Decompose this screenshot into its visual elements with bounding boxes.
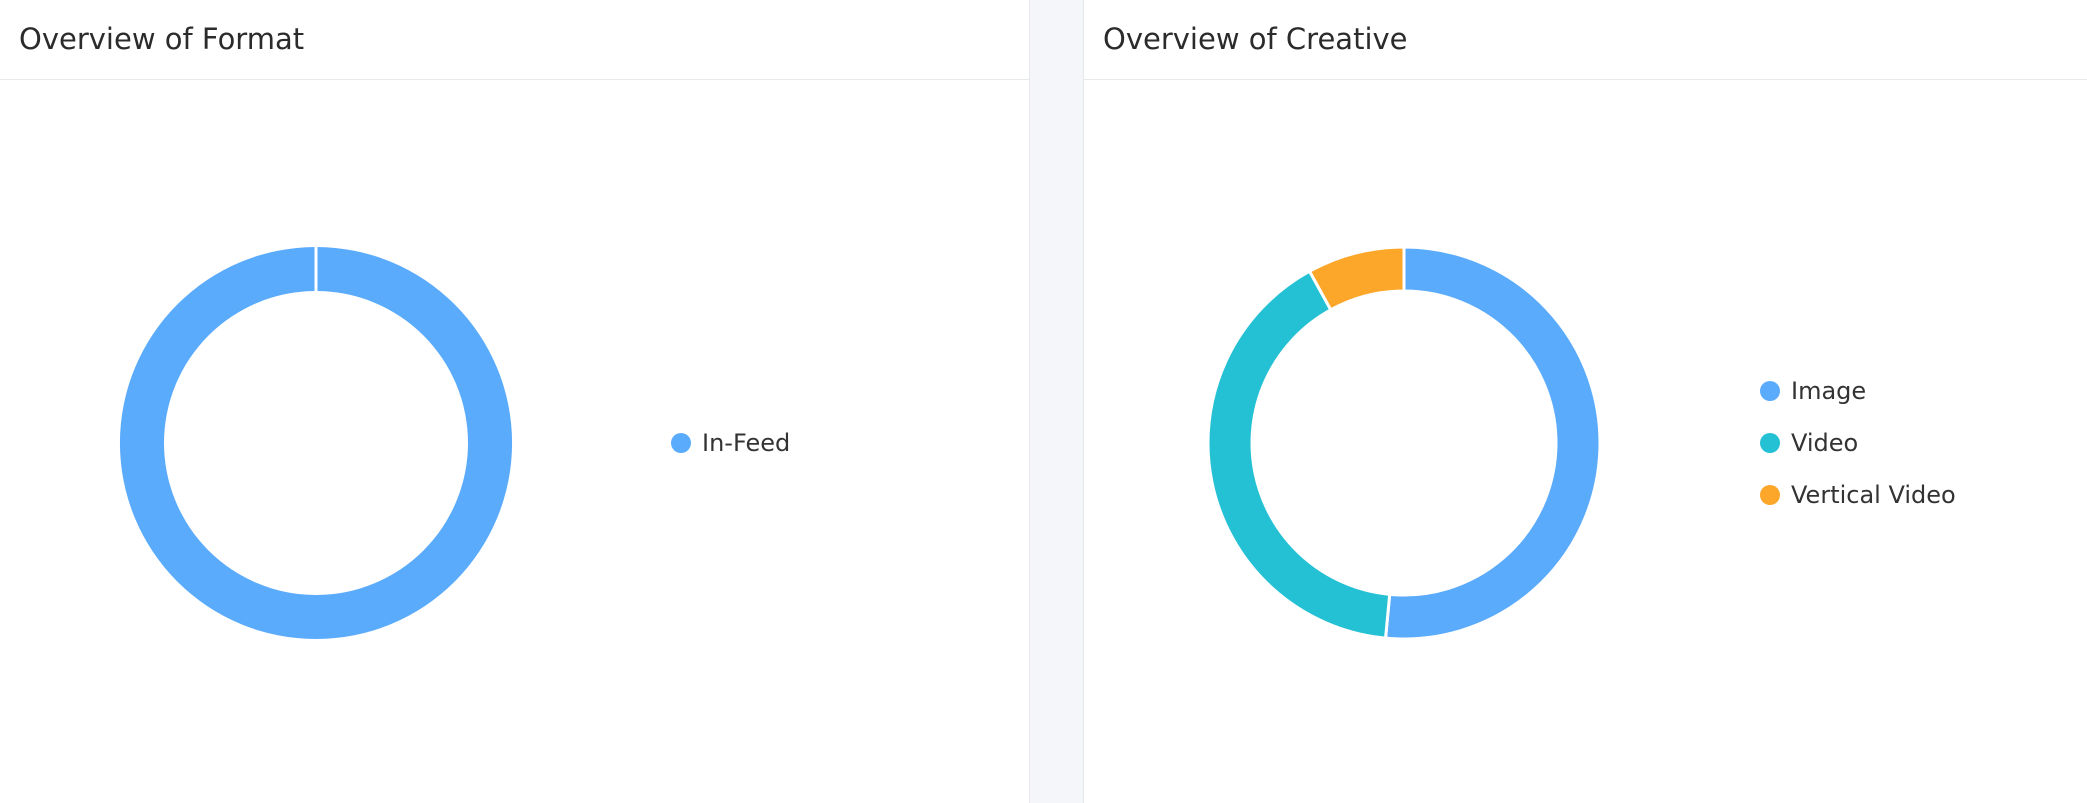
format-panel: Overview of Format In-Feed xyxy=(0,0,1030,803)
legend-label-image: Image xyxy=(1791,377,1866,405)
creative-donut-chart: Image Video Vertical Video xyxy=(1206,245,1956,641)
legend-marker-in-feed xyxy=(671,433,691,453)
slice-video[interactable] xyxy=(1206,269,1392,640)
legend-marker-vertical-video xyxy=(1760,485,1780,505)
creative-panel-title: Overview of Creative xyxy=(1103,21,1408,56)
slice-vertical-video[interactable] xyxy=(1308,245,1406,312)
legend-item-vertical-video[interactable]: Vertical Video xyxy=(1760,481,1956,509)
format-panel-title: Overview of Format xyxy=(19,21,305,56)
slice-in-feed[interactable] xyxy=(119,246,513,639)
legend-label-vertical-video: Vertical Video xyxy=(1791,481,1956,509)
legend-item-in-feed[interactable]: In-Feed xyxy=(671,429,790,457)
legend-marker-image xyxy=(1760,381,1780,401)
legend-item-image[interactable]: Image xyxy=(1760,377,1866,405)
slice-image[interactable] xyxy=(1384,245,1602,641)
legend-label-video: Video xyxy=(1791,429,1858,457)
creative-panel: Overview of Creative Image Video Vertical … xyxy=(1083,0,2087,803)
legend-item-video[interactable]: Video xyxy=(1760,429,1858,457)
legend-marker-video xyxy=(1760,433,1780,453)
format-panel-header: Overview of Format xyxy=(0,0,1029,80)
creative-panel-header: Overview of Creative xyxy=(1084,0,2087,80)
legend-label-in-feed: In-Feed xyxy=(702,429,790,457)
format-donut-chart: In-Feed xyxy=(119,246,790,639)
